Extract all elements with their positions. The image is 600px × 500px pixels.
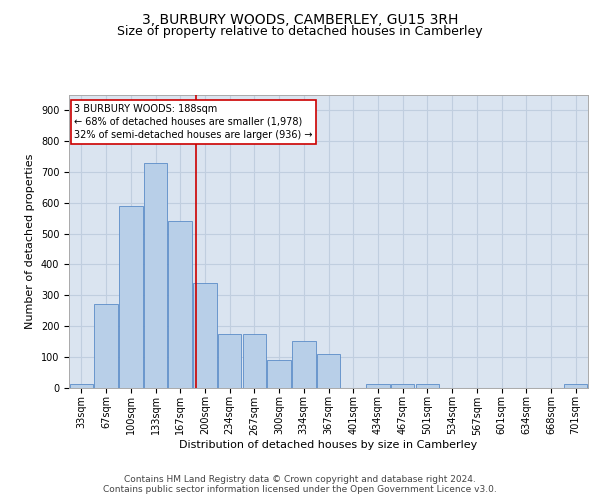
Bar bbox=[70, 384, 93, 388]
Text: 3, BURBURY WOODS, CAMBERLEY, GU15 3RH: 3, BURBURY WOODS, CAMBERLEY, GU15 3RH bbox=[142, 12, 458, 26]
Bar bbox=[193, 283, 217, 388]
Text: Contains HM Land Registry data © Crown copyright and database right 2024.: Contains HM Land Registry data © Crown c… bbox=[124, 475, 476, 484]
Bar bbox=[119, 206, 143, 388]
Text: 3 BURBURY WOODS: 188sqm
← 68% of detached houses are smaller (1,978)
32% of semi: 3 BURBURY WOODS: 188sqm ← 68% of detache… bbox=[74, 104, 313, 140]
Bar bbox=[268, 360, 291, 388]
X-axis label: Distribution of detached houses by size in Camberley: Distribution of detached houses by size … bbox=[179, 440, 478, 450]
Text: Size of property relative to detached houses in Camberley: Size of property relative to detached ho… bbox=[117, 25, 483, 38]
Bar bbox=[564, 384, 587, 388]
Bar bbox=[292, 342, 316, 388]
Bar bbox=[391, 384, 415, 388]
Y-axis label: Number of detached properties: Number of detached properties bbox=[25, 154, 35, 329]
Bar bbox=[366, 384, 389, 388]
Bar bbox=[416, 384, 439, 388]
Bar bbox=[317, 354, 340, 388]
Bar bbox=[169, 221, 192, 388]
Bar bbox=[218, 334, 241, 388]
Bar bbox=[94, 304, 118, 388]
Text: Contains public sector information licensed under the Open Government Licence v3: Contains public sector information licen… bbox=[103, 485, 497, 494]
Bar bbox=[242, 334, 266, 388]
Bar bbox=[144, 162, 167, 388]
